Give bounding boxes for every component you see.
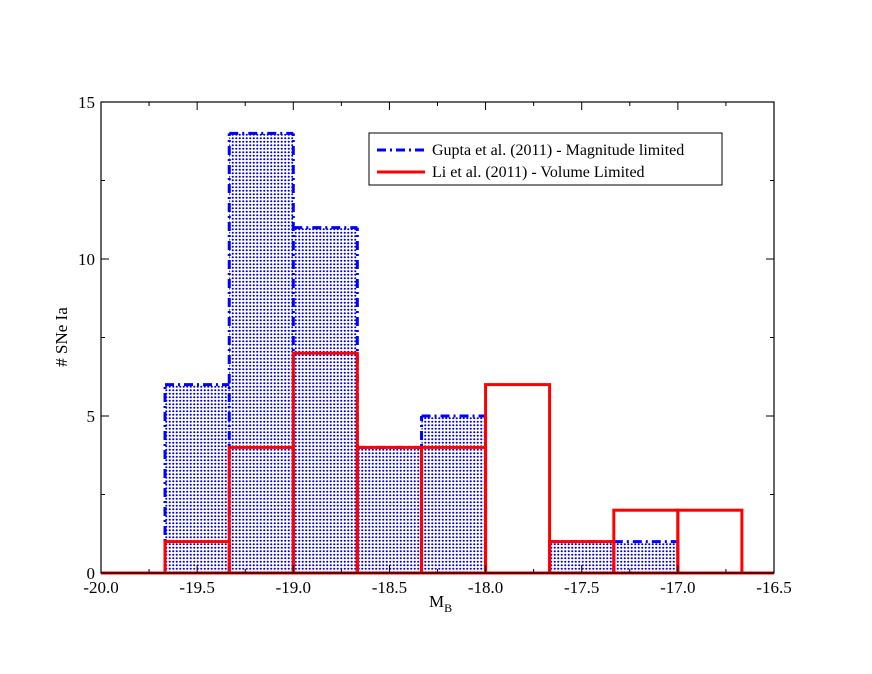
x-tick-label: -20.0 xyxy=(83,578,118,597)
x-axis-title: MB xyxy=(429,592,452,615)
gupta-bar xyxy=(229,133,294,573)
gupta-bar xyxy=(165,384,230,573)
x-axis-title-main: M xyxy=(429,592,444,611)
gupta-bar xyxy=(293,227,358,573)
legend-box xyxy=(368,132,723,186)
x-tick-label: -18.5 xyxy=(372,578,407,597)
y-tick-label: 5 xyxy=(87,407,96,426)
legend-label-li: Li et al. (2011) - Volume Limited xyxy=(432,164,645,181)
x-tick-label: -19.5 xyxy=(179,578,214,597)
x-tick-label: -19.0 xyxy=(276,578,311,597)
y-tick-label: 10 xyxy=(78,250,95,269)
x-tick-label: -17.0 xyxy=(660,578,695,597)
x-tick-label: -17.5 xyxy=(564,578,599,597)
li-bar xyxy=(676,508,744,575)
gupta-bar xyxy=(421,416,486,573)
x-tick-label: -18.0 xyxy=(468,578,503,597)
x-tick-label: -16.5 xyxy=(756,578,791,597)
gupta-bar xyxy=(613,541,678,573)
x-axis-title-subscript: B xyxy=(444,601,452,615)
y-tick-label: 0 xyxy=(87,564,96,583)
li-bar xyxy=(484,383,552,575)
y-tick-label: 15 xyxy=(78,93,95,112)
y-axis-title: # SNe Ia xyxy=(52,307,71,367)
legend-label-gupta: Gupta et al. (2011) - Magnitude limited xyxy=(432,142,684,159)
gupta-bar xyxy=(357,447,422,573)
